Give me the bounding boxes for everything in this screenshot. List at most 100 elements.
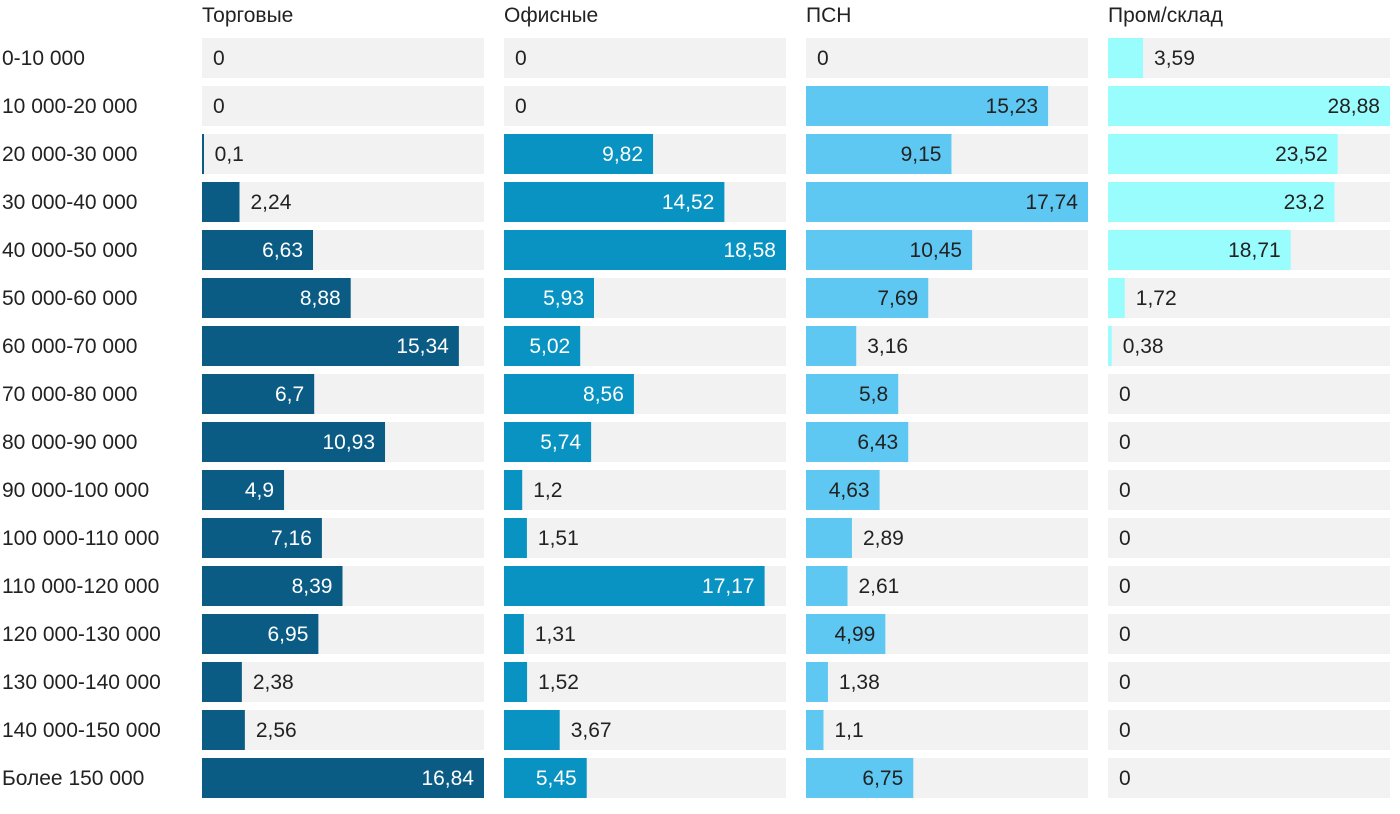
bar xyxy=(806,134,952,174)
bar xyxy=(1108,134,1338,174)
value-label: 0 xyxy=(1119,719,1131,742)
value-label: 3,59 xyxy=(1154,47,1195,70)
value-label: 0 xyxy=(213,95,225,118)
value-label: 5,02 xyxy=(529,335,570,358)
value-label: 17,17 xyxy=(702,575,755,598)
bar xyxy=(806,662,828,702)
value-label: 0 xyxy=(1119,767,1131,790)
bar xyxy=(202,758,484,798)
bar xyxy=(1108,326,1112,366)
panel-header: Торговые xyxy=(202,4,293,27)
bar-track xyxy=(1108,278,1390,318)
category-label: 90 000-100 000 xyxy=(2,479,149,502)
category-label: 100 000-110 000 xyxy=(2,527,159,550)
category-label: 30 000-40 000 xyxy=(2,191,137,214)
category-label: 70 000-80 000 xyxy=(2,383,137,406)
bar-track xyxy=(202,710,484,750)
bar xyxy=(202,278,351,318)
bar-track xyxy=(202,38,484,78)
value-label: 5,74 xyxy=(540,431,581,454)
category-label: 130 000-140 000 xyxy=(2,671,161,694)
bar-track xyxy=(1108,566,1390,606)
bar-track xyxy=(806,38,1088,78)
value-label: 18,58 xyxy=(723,239,776,262)
bar xyxy=(1108,278,1125,318)
value-label: 2,24 xyxy=(251,191,292,214)
value-label: 9,15 xyxy=(901,143,942,166)
value-label: 5,45 xyxy=(536,767,577,790)
bar xyxy=(1108,230,1291,270)
bar xyxy=(202,422,386,462)
value-label: 15,23 xyxy=(986,95,1039,118)
bar-track xyxy=(1108,326,1390,366)
value-label: 9,82 xyxy=(602,143,643,166)
bar-track xyxy=(806,662,1088,702)
bar xyxy=(1108,38,1144,78)
value-label: 0 xyxy=(1119,431,1131,454)
bar-track xyxy=(202,134,484,174)
bar xyxy=(806,422,909,462)
value-label: 18,71 xyxy=(1228,239,1281,262)
bar xyxy=(1108,182,1335,222)
value-label: 2,89 xyxy=(863,527,904,550)
bar xyxy=(806,470,880,510)
value-label: 15,34 xyxy=(396,335,449,358)
bar xyxy=(504,710,560,750)
bar-track xyxy=(202,662,484,702)
value-label: 3,16 xyxy=(867,335,908,358)
value-label: 6,63 xyxy=(262,239,303,262)
category-label: 110 000-120 000 xyxy=(2,575,159,598)
panel-header: ПСН xyxy=(806,4,851,27)
category-label: Более 150 000 xyxy=(2,767,144,790)
panel-2: 0 0 9,82 14,52 18,58 5,93 5,02 8,56 5,74 1,2 1,51 1… xyxy=(504,38,786,798)
bar xyxy=(504,566,765,606)
bar-track xyxy=(504,86,786,126)
bar xyxy=(806,518,852,558)
value-label: 8,39 xyxy=(292,575,333,598)
category-label: 140 000-150 000 xyxy=(2,719,161,742)
value-label: 6,75 xyxy=(862,767,903,790)
bar xyxy=(806,710,824,750)
bar xyxy=(806,758,914,798)
bar xyxy=(806,614,886,654)
value-label: 5,93 xyxy=(543,287,584,310)
bar-track xyxy=(504,662,786,702)
bar-track xyxy=(806,566,1088,606)
value-label: 8,56 xyxy=(583,383,624,406)
value-label: 1,31 xyxy=(535,623,576,646)
bar xyxy=(202,662,242,702)
value-label: 0 xyxy=(1119,671,1131,694)
value-label: 6,95 xyxy=(268,623,309,646)
bar xyxy=(504,662,528,702)
bar xyxy=(504,518,527,558)
panel-header: Пром/склад xyxy=(1108,4,1223,27)
bar-track xyxy=(1108,374,1390,414)
value-label: 2,61 xyxy=(858,575,899,598)
value-label: 0 xyxy=(1119,575,1131,598)
bar xyxy=(1108,86,1390,126)
bar-track xyxy=(1108,614,1390,654)
bar-track xyxy=(806,710,1088,750)
bar xyxy=(202,566,343,606)
bar-track xyxy=(1108,710,1390,750)
bar xyxy=(504,758,587,798)
category-label: 80 000-90 000 xyxy=(2,431,137,454)
value-label: 0 xyxy=(213,47,225,70)
value-label: 0 xyxy=(1119,527,1131,550)
panel-4: 3,59 28,88 23,52 23,2 18,71 1,72 0,38 0 0 0 0 0 0 0 0 0 xyxy=(1108,38,1390,798)
value-label: 5,8 xyxy=(859,383,888,406)
bar-track xyxy=(504,614,786,654)
bar xyxy=(504,326,581,366)
bar xyxy=(806,566,848,606)
value-label: 4,99 xyxy=(834,623,875,646)
bar xyxy=(504,614,524,654)
bar-panels: 0 0 0,1 2,24 6,63 8,88 15,34 6,7 10,93 4,9 7,16 8,3… xyxy=(202,38,1390,798)
value-label: 0 xyxy=(515,95,527,118)
bar-track xyxy=(504,470,786,510)
value-label: 17,74 xyxy=(1025,191,1078,214)
value-label: 0 xyxy=(817,47,829,70)
bar xyxy=(202,374,315,414)
bar xyxy=(202,134,204,174)
bar xyxy=(504,278,595,318)
